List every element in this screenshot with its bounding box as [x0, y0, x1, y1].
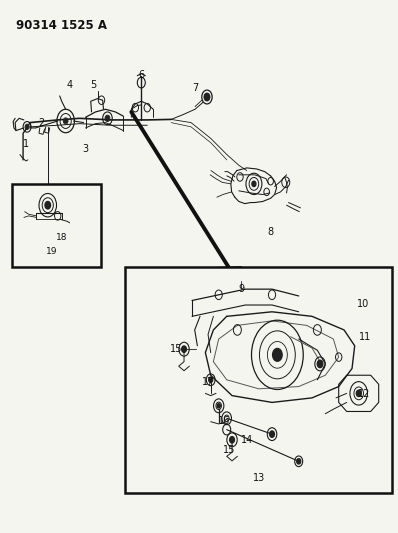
Text: 4: 4: [66, 80, 73, 90]
Text: 12: 12: [358, 390, 370, 400]
Text: 14: 14: [240, 435, 253, 445]
Circle shape: [26, 125, 28, 128]
Text: 15: 15: [170, 344, 182, 354]
Text: 5: 5: [90, 80, 97, 90]
Text: 9: 9: [238, 284, 244, 294]
Text: 15: 15: [223, 445, 236, 455]
Bar: [125, 266, 392, 493]
Text: 2: 2: [39, 118, 45, 127]
Text: 19: 19: [46, 247, 57, 256]
Circle shape: [45, 201, 51, 209]
Text: 6: 6: [138, 70, 144, 79]
Text: 16: 16: [218, 416, 230, 425]
Circle shape: [317, 360, 323, 368]
Circle shape: [209, 377, 213, 383]
Text: 10: 10: [357, 299, 369, 309]
Circle shape: [270, 431, 275, 437]
Circle shape: [273, 349, 282, 361]
Circle shape: [64, 119, 67, 123]
Text: 3: 3: [82, 144, 89, 154]
Circle shape: [181, 346, 186, 352]
Bar: [12, 184, 101, 266]
Text: 8: 8: [267, 227, 274, 237]
Text: 17: 17: [202, 377, 214, 387]
Circle shape: [106, 116, 109, 120]
Text: 90314 1525 A: 90314 1525 A: [16, 19, 107, 31]
Circle shape: [252, 181, 256, 187]
Text: 1: 1: [23, 139, 29, 149]
Circle shape: [230, 437, 234, 443]
Circle shape: [356, 390, 361, 397]
Text: 7: 7: [192, 83, 198, 93]
Text: 11: 11: [359, 332, 371, 342]
Text: 18: 18: [56, 233, 67, 241]
Text: 13: 13: [253, 473, 265, 483]
Circle shape: [217, 403, 220, 408]
Circle shape: [204, 93, 210, 101]
Circle shape: [297, 458, 301, 464]
